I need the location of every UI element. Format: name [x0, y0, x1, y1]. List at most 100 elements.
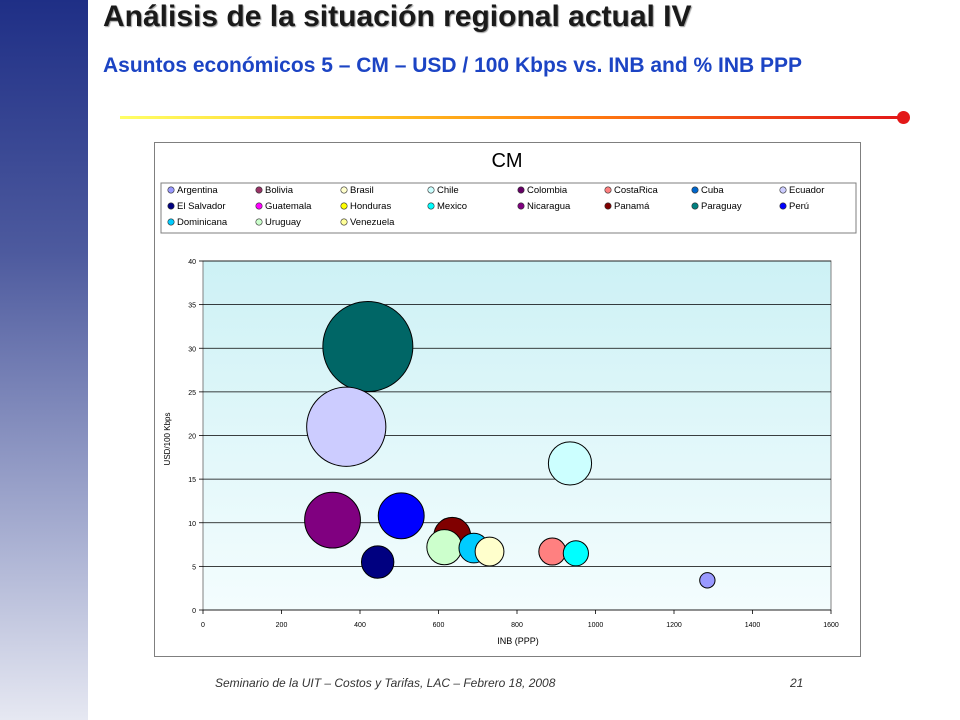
chart-title: CM: [491, 150, 522, 172]
legend-item: Perú: [779, 201, 809, 212]
legend-marker: [340, 202, 348, 210]
legend-label: Bolivia: [265, 185, 294, 196]
legend-item: Cuba: [691, 185, 724, 196]
legend-marker: [517, 202, 525, 210]
legend-marker: [340, 218, 348, 226]
x-tick-label: 0: [201, 622, 205, 629]
legend-label: Honduras: [350, 201, 391, 212]
y-tick-label: 15: [188, 477, 196, 484]
legend-label: Brasil: [350, 185, 374, 196]
footer-text: Seminario de la UIT – Costos y Tarifas, …: [215, 676, 556, 690]
legend-marker: [427, 202, 435, 210]
x-tick-label: 200: [276, 622, 288, 629]
legend-marker: [255, 186, 263, 194]
bubble: [699, 572, 716, 589]
y-tick-label: 0: [192, 608, 196, 615]
bubble: [562, 540, 589, 567]
bubble-chart: CM Argentina Bolivia Brasil Chile Colombia Co…: [160, 150, 857, 646]
legend-label: Venezuela: [350, 217, 395, 228]
y-tick-label: 35: [188, 303, 196, 310]
legend-label: Perú: [789, 201, 809, 212]
y-axis-label: USD/100 Kbps: [163, 413, 172, 466]
legend-item: Nicaragua: [517, 201, 571, 212]
title-rule-dot: [897, 111, 910, 124]
legend-marker: [779, 186, 787, 194]
bubble: [304, 491, 361, 549]
legend-item: Uruguay: [255, 217, 301, 228]
y-tick-label: 10: [188, 521, 196, 528]
legend-marker: [691, 186, 699, 194]
x-tick-label: 800: [511, 622, 523, 629]
page-number: 21: [790, 676, 804, 690]
x-tick-label: 400: [354, 622, 366, 629]
legend-label: Dominicana: [177, 217, 228, 228]
x-axis-label: INB (PPP): [497, 636, 539, 646]
x-tick-label: 1400: [745, 622, 761, 629]
legend: Argentina Bolivia Brasil Chile Colombia Costa…: [167, 185, 824, 228]
legend-label: Paraguay: [701, 201, 742, 212]
legend-item: Chile: [427, 185, 459, 196]
legend-marker: [255, 218, 263, 226]
legend-item: Bolivia: [255, 185, 294, 196]
legend-label: CostaRica: [614, 185, 659, 196]
title-rule: [120, 116, 900, 119]
legend-marker: [167, 202, 175, 210]
y-tick-label: 25: [188, 390, 196, 397]
legend-item: Mexico: [427, 201, 467, 212]
legend-label: Colombia: [527, 185, 568, 196]
legend-marker: [340, 186, 348, 194]
legend-label: Guatemala: [265, 201, 312, 212]
bubble: [306, 386, 387, 467]
bubble: [377, 492, 425, 540]
legend-marker: [691, 202, 699, 210]
y-tick-label: 5: [192, 564, 196, 571]
y-tick-label: 20: [188, 434, 196, 441]
x-tick-label: 1000: [588, 622, 604, 629]
legend-marker: [167, 218, 175, 226]
legend-item: Paraguay: [691, 201, 742, 212]
legend-label: Uruguay: [265, 217, 301, 228]
sidebar-band: [0, 0, 88, 720]
legend-item: Dominicana: [167, 217, 228, 228]
bubble: [360, 545, 395, 579]
legend-item: Argentina: [167, 185, 218, 196]
legend-marker: [167, 186, 175, 194]
x-tick-label: 600: [433, 622, 445, 629]
x-axis-ticks: 0 200 400 600 800 1000 1200 1400 1600: [201, 609, 839, 629]
x-tick-label: 1600: [823, 622, 839, 629]
legend-item: Colombia: [517, 185, 568, 196]
legend-item: Brasil: [340, 185, 374, 196]
legend-label: Mexico: [437, 201, 467, 212]
legend-item: Venezuela: [340, 217, 395, 228]
legend-item: El Salvador: [167, 201, 226, 212]
bubble: [322, 301, 414, 393]
legend-marker: [779, 202, 787, 210]
legend-label: Argentina: [177, 185, 218, 196]
legend-marker: [427, 186, 435, 194]
legend-item: Panamá: [604, 201, 650, 212]
y-tick-label: 40: [188, 259, 196, 266]
legend-marker: [517, 186, 525, 194]
bubble: [426, 529, 463, 566]
y-axis-ticks: 0 5 10 15 20 25 30 35 40: [188, 259, 203, 615]
bubble: [474, 536, 505, 567]
legend-label: El Salvador: [177, 201, 226, 212]
y-tick-label: 30: [188, 346, 196, 353]
legend-label: Ecuador: [789, 185, 824, 196]
legend-marker: [255, 202, 263, 210]
legend-marker: [604, 186, 612, 194]
bubble: [538, 537, 567, 566]
legend-label: Cuba: [701, 185, 724, 196]
legend-box: [160, 182, 857, 234]
legend-label: Nicaragua: [527, 201, 571, 212]
legend-item: Ecuador: [779, 185, 824, 196]
chart-frame: CM Argentina Bolivia Brasil Chile Colombia Co…: [154, 142, 861, 657]
legend-label: Panamá: [614, 201, 650, 212]
legend-item: Honduras: [340, 201, 391, 212]
legend-item: Guatemala: [255, 201, 312, 212]
legend-item: CostaRica: [604, 185, 659, 196]
legend-label: Chile: [437, 185, 459, 196]
legend-marker: [604, 202, 612, 210]
slide-title: Análisis de la situación regional actual…: [103, 0, 692, 33]
bubble: [547, 441, 593, 486]
